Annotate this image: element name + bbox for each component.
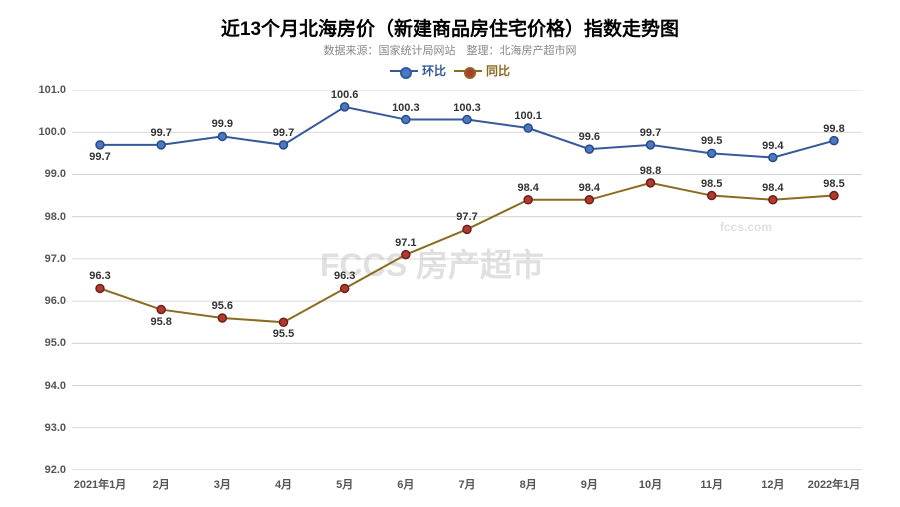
x-tick-label: 4月: [275, 476, 292, 492]
data-point-label: 99.7: [273, 127, 294, 139]
data-point-label: 99.6: [579, 131, 600, 143]
data-point-label: 97.1: [395, 237, 416, 249]
legend-label: 同比: [486, 62, 510, 79]
data-point-label: 99.7: [150, 127, 171, 139]
data-point-label: 99.8: [823, 123, 844, 135]
data-point-label: 100.6: [331, 89, 359, 101]
y-tick-label: 94.0: [32, 380, 66, 392]
x-tick-label: 8月: [520, 476, 537, 492]
x-tick-label: 3月: [214, 476, 231, 492]
data-point-label: 100.3: [453, 102, 481, 114]
x-tick-label: 10月: [639, 476, 662, 492]
data-point-label: 97.7: [456, 211, 477, 223]
data-point-label: 98.4: [517, 182, 538, 194]
x-tick-label: 5月: [336, 476, 353, 492]
x-tick-label: 2021年1月: [74, 476, 127, 492]
y-tick-label: 93.0: [32, 422, 66, 434]
x-tick-label: 9月: [581, 476, 598, 492]
x-tick-label: 7月: [458, 476, 475, 492]
y-tick-label: 99.0: [32, 168, 66, 180]
x-tick-label: 2月: [153, 476, 170, 492]
chart-plot: [72, 90, 862, 470]
x-tick-label: 12月: [761, 476, 784, 492]
x-tick-label: 6月: [397, 476, 414, 492]
data-point-label: 96.3: [334, 270, 355, 282]
data-point-label: 95.6: [212, 300, 233, 312]
x-tick-label: 2022年1月: [808, 476, 861, 492]
legend-item: 环比: [390, 62, 446, 79]
data-point-label: 95.8: [150, 316, 171, 328]
legend-item: 同比: [454, 62, 510, 79]
x-tick-label: 11月: [700, 476, 723, 492]
chart-title: 近13个月北海房价（新建商品房住宅价格）指数走势图: [0, 14, 900, 41]
legend-label: 环比: [422, 62, 446, 79]
data-point-label: 98.4: [579, 182, 600, 194]
y-tick-label: 101.0: [32, 84, 66, 96]
data-point-label: 99.7: [89, 151, 110, 163]
chart-subtitle: 数据来源：国家统计局网站 整理：北海房产超市网: [0, 42, 900, 58]
y-tick-label: 98.0: [32, 211, 66, 223]
data-point-label: 100.3: [392, 102, 420, 114]
y-tick-label: 92.0: [32, 464, 66, 476]
data-point-label: 98.8: [640, 165, 661, 177]
data-point-label: 99.9: [212, 118, 233, 130]
data-point-label: 99.7: [640, 127, 661, 139]
y-tick-label: 96.0: [32, 295, 66, 307]
data-point-label: 98.5: [823, 178, 844, 190]
chart-container: 近13个月北海房价（新建商品房住宅价格）指数走势图 数据来源：国家统计局网站 整…: [0, 0, 900, 507]
data-point-label: 96.3: [89, 270, 110, 282]
data-point-label: 99.5: [701, 135, 722, 147]
data-point-label: 100.1: [514, 110, 542, 122]
y-tick-label: 95.0: [32, 337, 66, 349]
y-tick-label: 100.0: [32, 126, 66, 138]
data-point-label: 95.5: [273, 328, 294, 340]
data-point-label: 99.4: [762, 140, 783, 152]
data-point-label: 98.4: [762, 182, 783, 194]
data-point-label: 98.5: [701, 178, 722, 190]
chart-legend: 环比 同比: [0, 62, 900, 82]
y-tick-label: 97.0: [32, 253, 66, 265]
